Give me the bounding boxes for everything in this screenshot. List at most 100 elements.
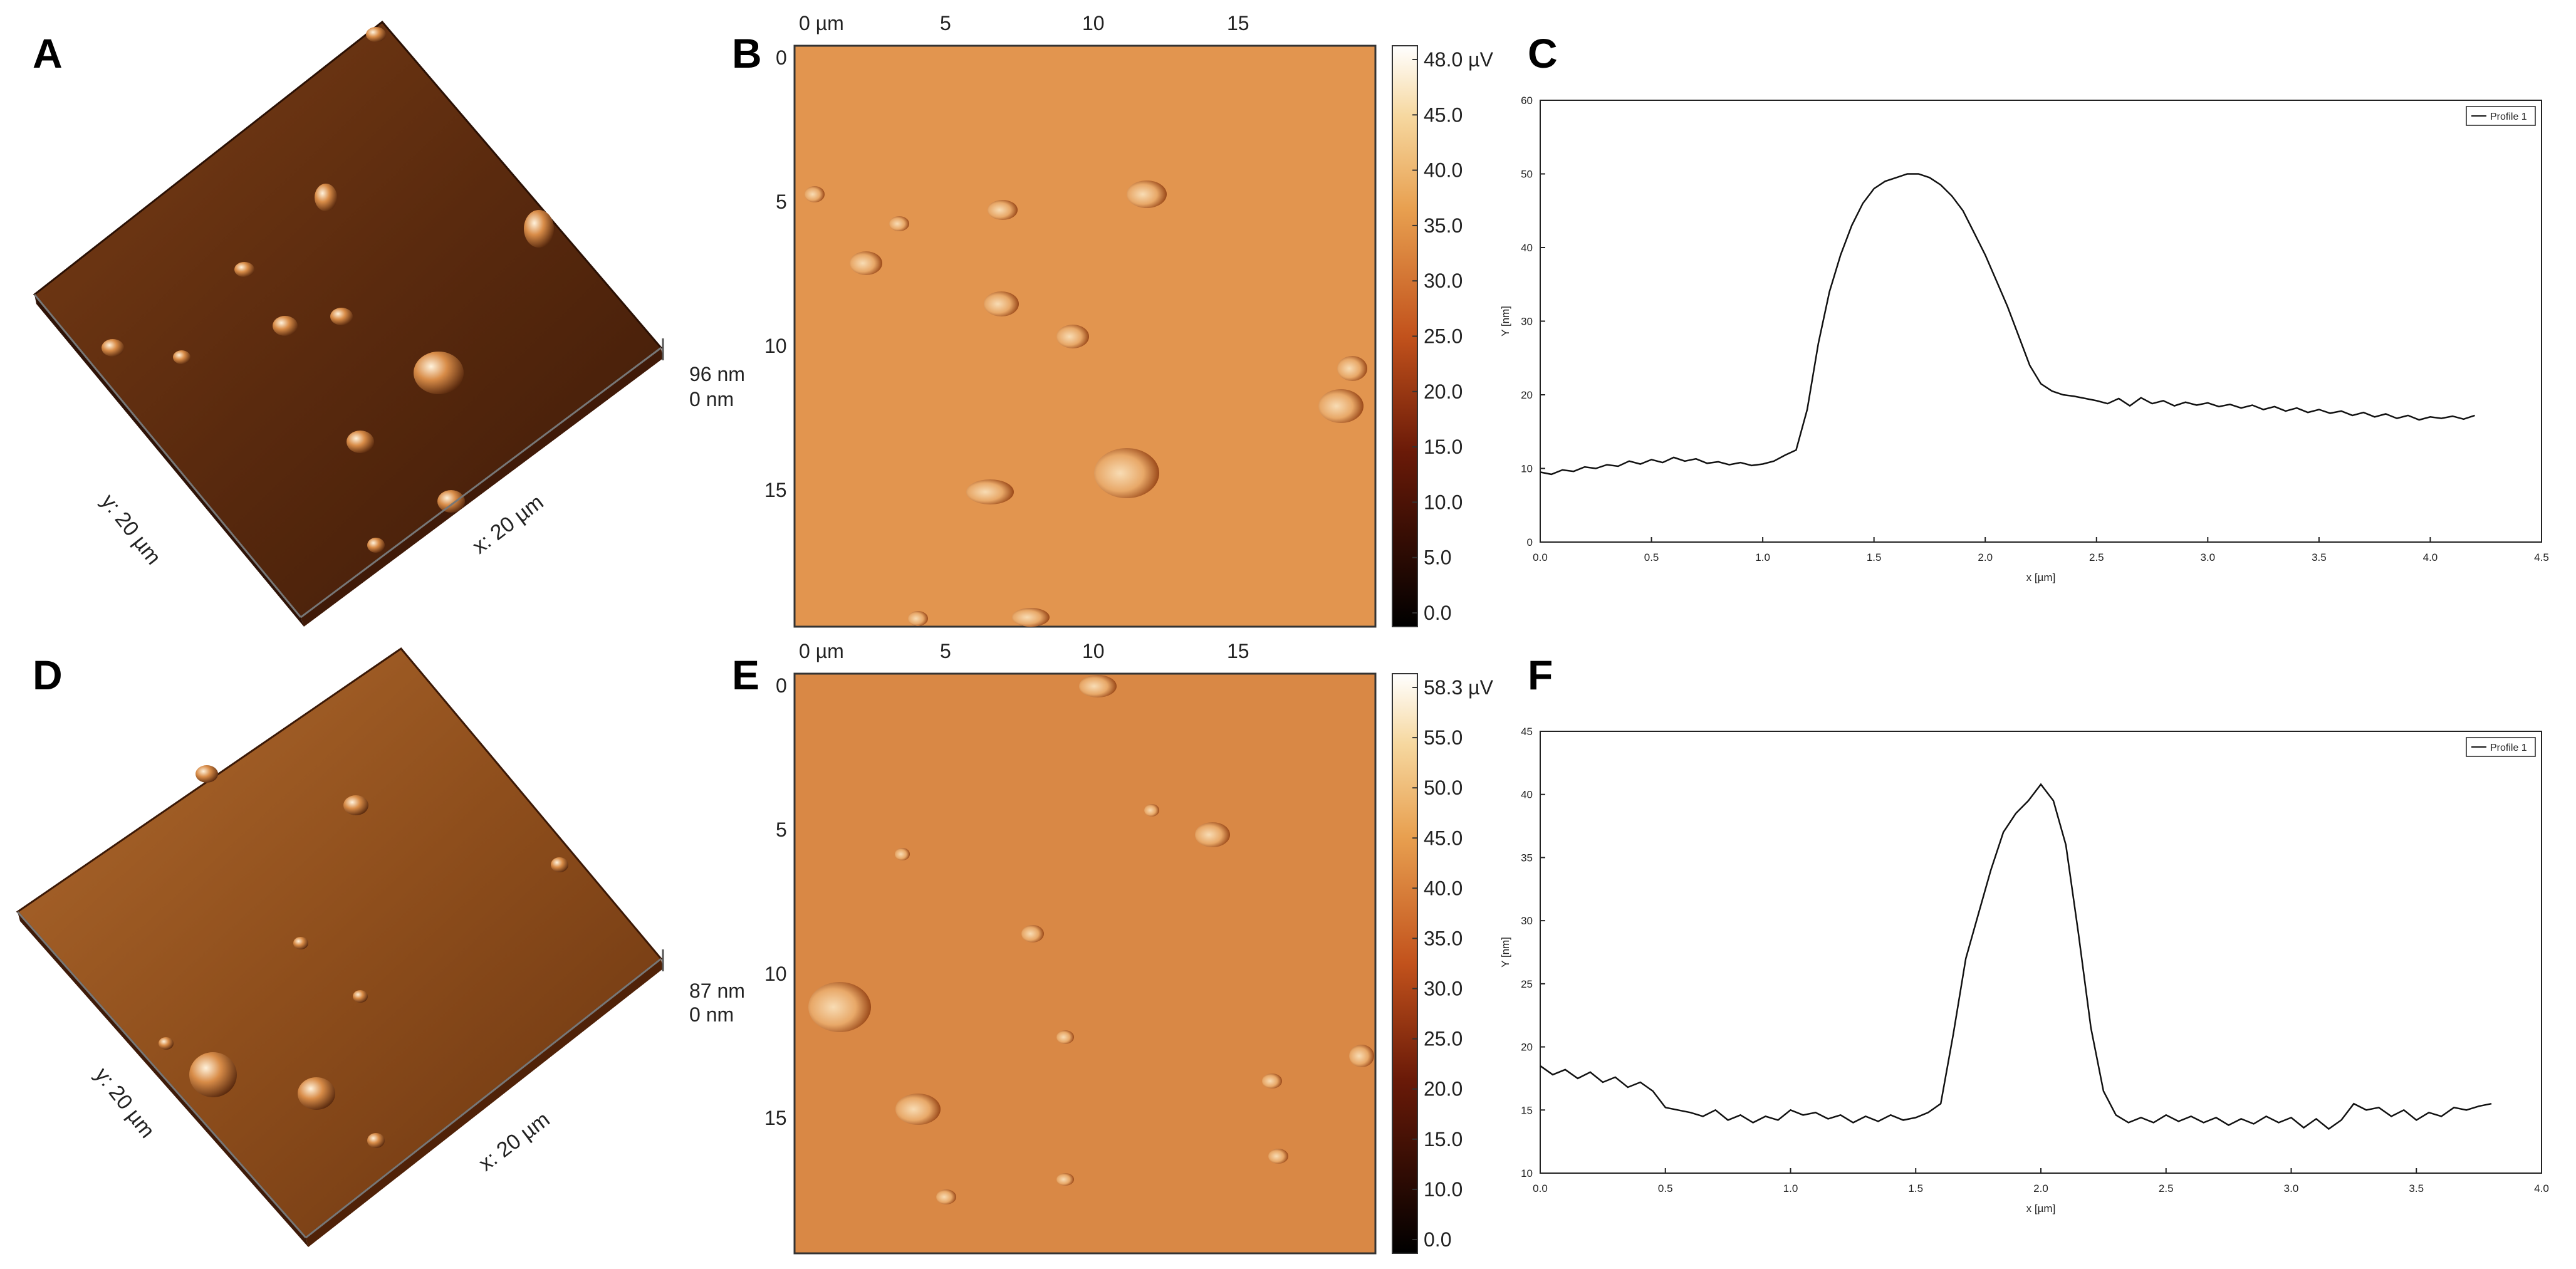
colorbar-tick-label: 0.0 — [1424, 1228, 1451, 1251]
phase-panel-b: 0 µm 5 10 15 0 5 10 15 48.0 µV 45.0 40.0 35… — [764, 12, 1494, 628]
phase-top-tick: 15 — [1227, 640, 1249, 662]
y-tick-label: 10 — [1521, 463, 1533, 475]
afm-particle — [102, 339, 124, 357]
phase-particle — [1056, 1173, 1074, 1186]
afm-particle — [293, 937, 308, 949]
x-tick-label: 4.0 — [2534, 1183, 2549, 1194]
x-axis-label: x [µm] — [2026, 1203, 2056, 1214]
y-tick-label: 30 — [1521, 915, 1533, 927]
phase-top-tick: 15 — [1227, 12, 1249, 34]
afm-particle — [273, 316, 298, 336]
afm-particle — [173, 350, 190, 364]
phase-particle — [1337, 356, 1367, 381]
afm-3d-panel-d: y: 20 µm x: 20 µm 87 nm 0 nm — [16, 647, 745, 1247]
x-tick-label: 3.5 — [2409, 1183, 2424, 1194]
y-tick-label: 40 — [1521, 789, 1533, 801]
phase-particle — [805, 186, 825, 202]
x-tick-label: 2.5 — [2159, 1183, 2174, 1194]
afm-y-label-a: y: 20 µm — [96, 490, 166, 570]
colorbar-tick-label: 20.0 — [1424, 1078, 1463, 1100]
phase-image-e — [795, 674, 1375, 1253]
plot-frame — [1540, 100, 2542, 543]
phase-left-tick: 0 — [776, 674, 787, 697]
afm-axis-x-a — [300, 347, 662, 619]
phase-top-tick: 10 — [1082, 12, 1105, 34]
colorbar-tick-label: 0.0 — [1424, 602, 1451, 624]
phase-left-tick: 5 — [776, 818, 787, 841]
phase-left-tick: 15 — [764, 1107, 787, 1129]
colorbar-tick-label: 15.0 — [1424, 436, 1463, 458]
colorbar-tick-label: 30.0 — [1424, 978, 1463, 1000]
line-profile-chart-f: 0.0 0.5 1.0 1.5 2.0 2.5 3.0 3.5 4.0 10 15 20 25 30 35 4… — [1499, 726, 2549, 1214]
afm-particle — [367, 538, 385, 553]
afm-x-label-a: x: 20 µm — [468, 490, 548, 558]
phase-particle — [1094, 448, 1159, 498]
phase-particle — [1079, 675, 1117, 697]
phase-particle — [895, 848, 910, 860]
colorbar-tick-label: 45.0 — [1424, 827, 1463, 849]
colorbar-tick-label: 35.0 — [1424, 214, 1463, 237]
phase-particle — [1127, 180, 1167, 208]
x-tick-label: 2.5 — [2089, 551, 2104, 563]
colorbar-tick-label: 25.0 — [1424, 325, 1463, 348]
colorbar-e — [1392, 673, 1418, 1254]
y-tick-label: 40 — [1521, 242, 1533, 254]
phase-left-tick: 0 — [776, 46, 787, 69]
afm-particle — [330, 308, 353, 325]
y-axis-label: Y [nm] — [1499, 306, 1511, 337]
y-tick-label: 10 — [1521, 1167, 1533, 1179]
phase-particle — [1318, 389, 1364, 423]
colorbar-tick-label: 58.3 µV — [1424, 676, 1494, 699]
afm-particle — [353, 990, 368, 1003]
colorbar-ticks-b: 48.0 µV 45.0 40.0 35.0 30.0 25.0 20.0 15.0 10.0 5… — [1412, 48, 1494, 624]
phase-particle — [1349, 1045, 1374, 1067]
x-tick-label: 1.5 — [1867, 551, 1882, 563]
y-tick-label: 20 — [1521, 1042, 1533, 1053]
afm-axis-y-a — [33, 294, 302, 618]
y-tick-label: 50 — [1521, 169, 1533, 180]
afm-particle — [315, 184, 337, 211]
y-tick-label: 60 — [1521, 95, 1533, 107]
colorbar-tick-label: 10.0 — [1424, 1178, 1463, 1201]
x-tick-label: 3.0 — [2201, 551, 2216, 563]
x-tick-label: 1.0 — [1755, 551, 1770, 563]
colorbar-tick-label: 25.0 — [1424, 1028, 1463, 1050]
legend-label: Profile 1 — [2490, 743, 2527, 753]
afm-3d-panel-a: y: 20 µm x: 20 µm 96 nm 0 nm — [33, 20, 745, 627]
colorbar-tick-label: 5.0 — [1424, 546, 1451, 569]
panel-label-c: C — [1528, 30, 1558, 76]
x-tick-label: 4.5 — [2534, 551, 2549, 563]
phase-particle — [1021, 925, 1044, 943]
afm-particle — [343, 795, 368, 815]
phase-top-tick: 5 — [940, 640, 951, 662]
afm-y-label-d: y: 20 µm — [90, 1063, 160, 1143]
colorbar-tick-label: 45.0 — [1424, 103, 1463, 126]
phase-left-tick: 10 — [764, 335, 787, 357]
phase-top-tick: 0 µm — [799, 12, 844, 34]
y-axis-label: Y [nm] — [1499, 937, 1511, 968]
afm-particle — [367, 1133, 385, 1148]
x-tick-label: 0.5 — [1658, 1183, 1673, 1194]
panel-label-f: F — [1528, 652, 1553, 698]
afm-edge-d — [18, 912, 308, 1247]
y-tick-label: 15 — [1521, 1104, 1533, 1116]
y-tick-label: 35 — [1521, 852, 1533, 864]
panel-label-b: B — [732, 30, 762, 76]
afm-particle — [196, 765, 218, 783]
y-tick-label: 0 — [1527, 536, 1533, 548]
plot-frame — [1540, 731, 2542, 1174]
phase-particle — [1012, 608, 1050, 627]
x-axis-label: x [µm] — [2026, 572, 2056, 583]
afm-particle — [366, 27, 386, 42]
phase-left-tick: 5 — [776, 191, 787, 213]
afm-particle — [189, 1052, 237, 1097]
afm-zmin-a: 0 nm — [689, 388, 734, 410]
afm-particle — [524, 210, 554, 248]
phase-particle — [1262, 1073, 1282, 1089]
afm-axis-y-d — [16, 911, 307, 1238]
phase-top-tick: 0 µm — [799, 640, 844, 662]
afm-particle — [551, 857, 568, 872]
afm-x-label-d: x: 20 µm — [474, 1107, 555, 1176]
x-tick-label: 2.0 — [2033, 1183, 2048, 1194]
